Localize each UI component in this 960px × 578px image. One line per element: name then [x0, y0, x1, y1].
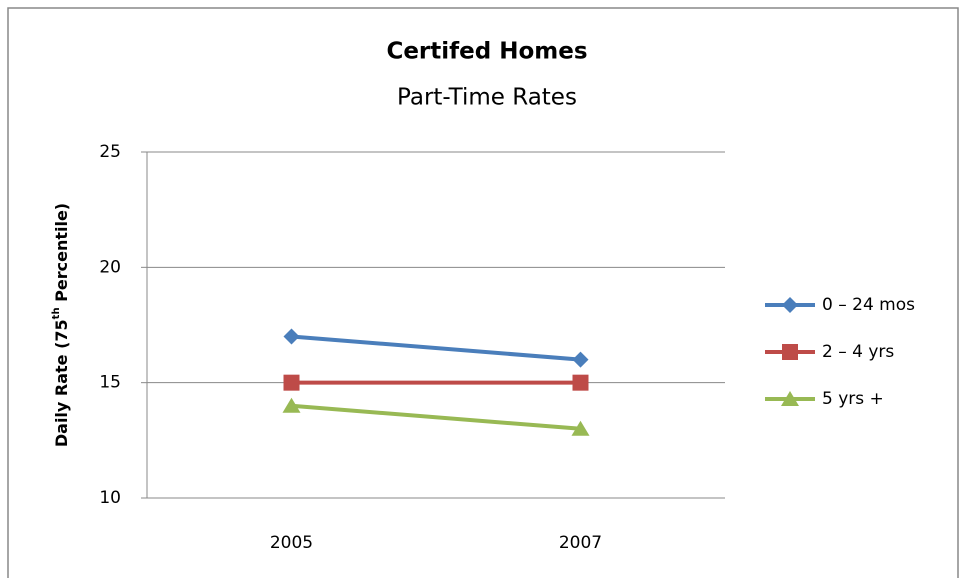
legend-marker [782, 297, 798, 313]
x-tick-label: 2005 [270, 533, 313, 553]
y-tick-label: 25 [99, 142, 121, 162]
y-tick-label: 10 [99, 488, 121, 508]
legend-marker [782, 344, 798, 360]
data-point [283, 328, 300, 345]
data-point [282, 397, 301, 413]
data-point [283, 374, 300, 391]
y-axis-label-sup: th [51, 307, 62, 319]
legend-marker [781, 391, 799, 406]
legend-label: 2 – 4 yrs [822, 342, 894, 362]
chart-border [7, 7, 959, 578]
chart-subtitle: Part-Time Rates [397, 85, 577, 111]
legend-label: 0 – 24 mos [822, 295, 915, 315]
y-tick-label: 15 [99, 373, 121, 393]
x-tick-label: 2007 [559, 533, 602, 553]
y-axis-label-part: Percentile) [52, 203, 71, 308]
data-point [572, 351, 589, 368]
series-line [291, 403, 581, 431]
y-axis-label-part: Daily Rate (75 [52, 319, 71, 447]
data-point [571, 420, 590, 436]
y-axis-label: Daily Rate (75th Percentile) [51, 203, 71, 447]
chart-title: Certifed Homes [386, 39, 587, 65]
legend-label: 5 yrs + [822, 389, 884, 409]
data-point [572, 374, 589, 391]
y-tick-label: 20 [99, 257, 121, 277]
series-line [291, 334, 581, 362]
